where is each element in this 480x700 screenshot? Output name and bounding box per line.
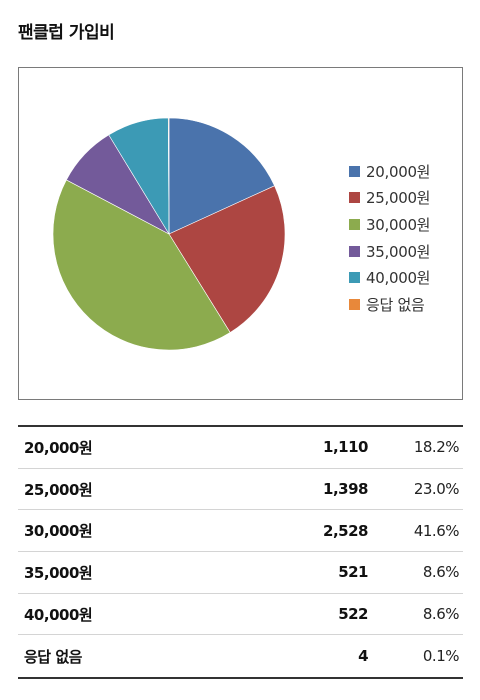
legend-swatch	[349, 272, 360, 284]
table-row: 35,000원 521 8.6%	[18, 552, 463, 594]
row-percent: 8.6%	[422, 563, 460, 582]
pie-slice-6	[167, 117, 170, 235]
table-row: 응답 없음 4 0.1%	[18, 635, 463, 677]
legend-label: 35,000원	[366, 242, 431, 261]
row-label: 25,000원	[24, 480, 93, 499]
row-count: 1,398	[323, 480, 368, 499]
row-count: 522	[338, 605, 368, 624]
legend-item: 35,000원	[349, 238, 459, 265]
row-count: 521	[338, 563, 368, 582]
pie-slice-3	[52, 179, 231, 351]
legend-swatch	[349, 298, 360, 310]
row-label: 35,000원	[24, 563, 93, 582]
page-title: 팬클럽 가입비	[18, 23, 115, 43]
legend-item: 25,000원	[349, 185, 459, 212]
row-percent: 23.0%	[413, 480, 460, 499]
table-row: 25,000원 1,398 23.0%	[18, 469, 463, 511]
legend-item: 20,000원	[349, 158, 459, 185]
table-row: 40,000원 522 8.6%	[18, 594, 463, 636]
row-count: 4	[358, 647, 368, 666]
row-percent: 8.6%	[422, 605, 460, 624]
row-label: 응답 없음	[24, 647, 82, 666]
row-label: 30,000원	[24, 522, 93, 541]
row-count: 1,110	[323, 438, 368, 457]
row-percent: 0.1%	[422, 647, 460, 666]
pie-slice-1	[168, 117, 275, 235]
legend-item: 응답 없음	[349, 291, 459, 318]
row-label: 40,000원	[24, 605, 93, 624]
legend-swatch	[349, 192, 360, 204]
legend-label: 20,000원	[366, 162, 431, 181]
row-percent: 41.6%	[413, 521, 460, 540]
legend-label: 40,000원	[366, 269, 431, 288]
table-row: 20,000원 1,110 18.2%	[18, 427, 463, 469]
row-percent: 18.2%	[413, 438, 460, 457]
pie-slice-2	[168, 185, 286, 333]
pie-chart	[52, 117, 286, 351]
data-table: 20,000원 1,110 18.2% 25,000원 1,398 23.0% 30,000…	[18, 425, 463, 680]
row-count: 2,528	[323, 521, 368, 540]
legend-label: 25,000원	[366, 189, 431, 208]
legend-swatch	[349, 218, 360, 230]
legend-label: 응답 없음	[366, 295, 425, 314]
legend-swatch	[349, 165, 360, 177]
legend-item: 30,000원	[349, 211, 459, 238]
table-row: 30,000원 2,528 41.6%	[18, 510, 463, 553]
legend-swatch	[349, 245, 360, 257]
legend-label: 30,000원	[366, 215, 431, 234]
legend-item: 40,000원	[349, 264, 459, 291]
row-label: 20,000원	[24, 438, 93, 457]
